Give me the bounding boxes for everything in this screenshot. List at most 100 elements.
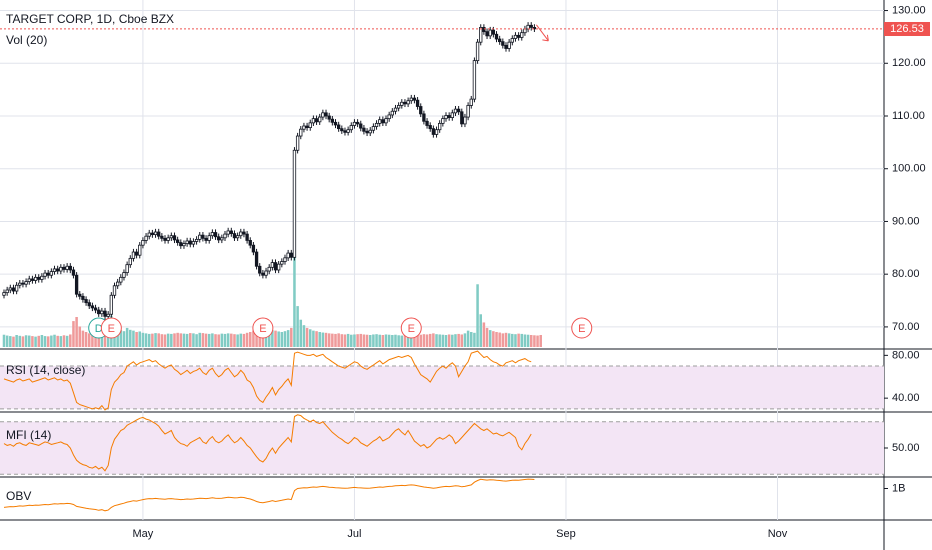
candle-body	[185, 240, 189, 245]
candle-body	[14, 284, 19, 292]
volume-bar	[211, 333, 214, 347]
candle-body	[112, 285, 117, 296]
volume-bar	[242, 333, 246, 347]
volume-bar	[135, 332, 138, 347]
candle-body	[403, 101, 407, 105]
candle-body	[235, 235, 240, 239]
volume-bar	[321, 332, 325, 347]
candle-body	[33, 276, 38, 281]
candle-body	[201, 234, 205, 239]
volume-bar	[154, 333, 157, 347]
volume-bar	[397, 335, 400, 347]
volume-bar	[132, 330, 135, 347]
volume-bar	[37, 335, 40, 347]
candle-body	[21, 282, 25, 285]
candle-body	[229, 230, 233, 234]
mfi-line	[3, 414, 532, 472]
candle-body	[299, 128, 303, 137]
volume-bar	[350, 334, 353, 347]
price-tick-label: 130.00	[892, 4, 926, 16]
volume-bar	[460, 334, 464, 347]
volume-bar	[428, 333, 432, 347]
volume-bar	[419, 334, 423, 347]
candle-body	[207, 235, 211, 241]
candle-body	[352, 121, 357, 126]
candle-body	[27, 278, 31, 282]
volume-bar	[416, 335, 419, 347]
volume-bar	[473, 332, 476, 347]
volume-bar	[425, 334, 429, 347]
candle-body	[384, 118, 388, 124]
trend-arrow	[536, 24, 549, 42]
volume-bar	[488, 330, 492, 347]
volume-bar	[204, 333, 208, 347]
volume-bar	[271, 330, 274, 347]
candle-body	[258, 265, 262, 274]
candle-body	[412, 97, 417, 101]
candle-body	[242, 231, 246, 235]
candle-body	[220, 237, 224, 241]
obv-tick-label: 1B	[892, 482, 905, 494]
volume-bar	[2, 334, 6, 347]
volume-bar	[138, 331, 142, 347]
volume-bar	[529, 335, 533, 347]
candle-body	[450, 112, 454, 118]
candle-body	[93, 307, 98, 311]
candle-body	[327, 115, 331, 120]
volume-bar	[223, 333, 227, 347]
mfi-band	[0, 421, 884, 475]
candle-body	[166, 237, 170, 241]
volume-bar	[290, 327, 293, 347]
volume-bar	[514, 334, 517, 347]
candle-body	[134, 251, 139, 256]
rsi-tick-label: 40.00	[892, 392, 920, 404]
candle-body	[65, 265, 69, 270]
price-tick-label: 110.00	[892, 110, 925, 122]
candle-body	[393, 107, 398, 112]
volume-bar	[24, 335, 28, 347]
volume-bar	[100, 332, 104, 347]
volume-bar	[179, 333, 183, 347]
candle-body	[475, 41, 480, 62]
time-tick-label: Sep	[556, 528, 576, 540]
candle-body	[438, 122, 442, 131]
volume-bar	[122, 331, 126, 347]
candle-body	[409, 97, 413, 102]
candle-body	[374, 122, 379, 127]
volume-bar	[308, 329, 312, 347]
candle-body	[232, 233, 237, 239]
volume-bar	[15, 335, 18, 347]
volume-bar	[201, 333, 205, 347]
candle-body	[191, 241, 196, 245]
candle-body	[87, 302, 91, 307]
candle-body	[371, 126, 376, 131]
volume-bar	[466, 330, 470, 347]
candle-body	[122, 272, 126, 278]
volume-bar	[305, 327, 309, 347]
volume-bar	[233, 334, 236, 347]
volume-bar	[125, 327, 129, 347]
event-marker	[100, 317, 122, 339]
price-tick-label: 80.00	[892, 268, 920, 280]
mfi-legend: MFI (14)	[6, 428, 52, 442]
candle-body	[131, 251, 136, 259]
volume-bar	[400, 335, 404, 347]
volume-bar	[69, 334, 72, 347]
candle-body	[343, 130, 347, 133]
time-tick-label: May	[133, 528, 154, 540]
volume-bar	[27, 335, 31, 347]
rsi-tick-label: 80.00	[892, 349, 920, 361]
volume-bar	[46, 336, 50, 347]
candle-body	[406, 100, 410, 105]
candle-body	[469, 98, 473, 106]
volume-bar	[5, 335, 9, 347]
volume-bar	[362, 334, 366, 347]
volume-bar	[56, 335, 59, 347]
volume-bar	[75, 317, 78, 347]
volume-bar	[157, 333, 160, 347]
volume-bar	[327, 333, 331, 347]
volume-bar	[198, 332, 202, 347]
rsi-legend: RSI (14, close)	[6, 363, 86, 377]
volume-bar	[267, 331, 271, 347]
